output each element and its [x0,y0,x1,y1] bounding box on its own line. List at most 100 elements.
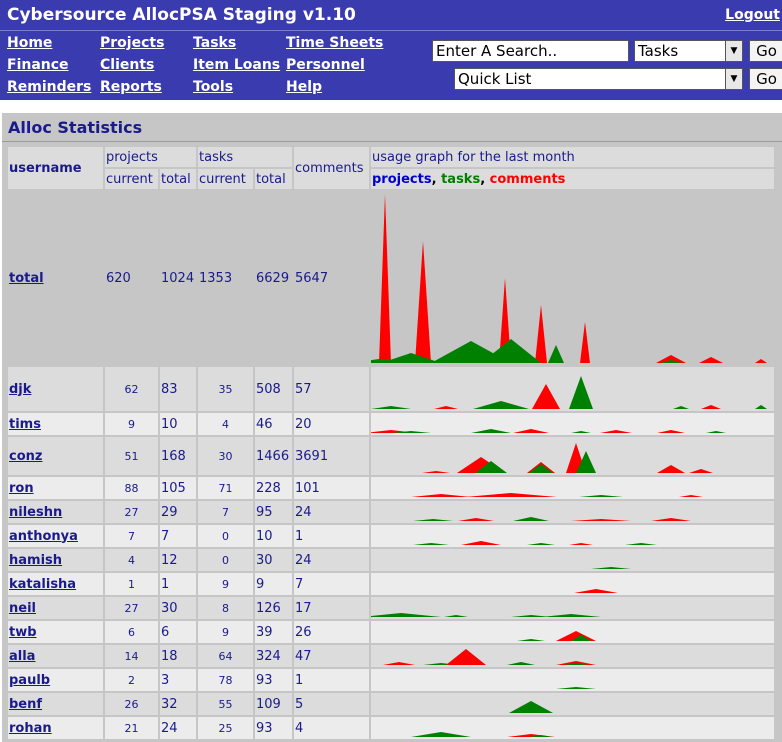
nav-tasks[interactable]: Tasks [193,35,237,51]
nav-finance[interactable]: Finance [7,57,69,73]
usage-graph-cell [371,191,774,365]
nav-personnel[interactable]: Personnel [286,57,365,73]
usage-graph-cell [371,717,774,739]
tasks-spike [548,345,564,363]
projects-total-cell: 3 [160,669,196,691]
usage-graph-cell [371,477,774,499]
username-link[interactable]: total [9,270,44,286]
quick-list-value: Quick List [458,70,532,88]
title-divider [0,30,782,31]
projects-total-cell: 1 [160,573,196,595]
user-cell[interactable]: total [8,191,103,365]
user-cell[interactable]: ron [8,477,103,499]
quick-list-go-button[interactable]: Go [749,68,782,90]
tasks-spike [411,732,471,737]
comments-cell: 57 [294,367,369,411]
usage-graph-cell [371,573,774,595]
tasks-spike [576,451,596,473]
user-cell[interactable]: rohan [8,717,103,739]
user-cell[interactable]: alla [8,645,103,667]
usage-graph-cell [371,367,774,411]
username-link[interactable]: tims [9,416,41,432]
tasks-total-cell: 39 [255,621,292,643]
username-link[interactable]: twb [9,624,37,640]
nav-projects[interactable]: Projects [100,35,165,51]
user-cell[interactable]: conz [8,437,103,475]
tasks-spike [481,339,541,363]
username-link[interactable]: djk [9,381,32,397]
table-row: katalisha 1 1 9 9 7 [8,573,774,595]
user-cell[interactable]: katalisha [8,573,103,595]
tasks-spike [673,406,689,409]
user-cell[interactable]: paulb [8,669,103,691]
nav-help[interactable]: Help [286,79,323,95]
comments-cell: 20 [294,413,369,435]
comments-spike [422,471,450,473]
user-cell[interactable]: benf [8,693,103,715]
user-cell[interactable]: neil [8,597,103,619]
tasks-current-cell: 0 [198,549,253,571]
nav-reports[interactable]: Reports [100,79,162,95]
username-link[interactable]: neil [9,600,36,616]
username-link[interactable]: paulb [9,672,51,688]
nav-item-loans[interactable]: Item Loans [193,57,281,73]
chevron-down-icon: ▼ [725,41,742,61]
user-cell[interactable]: djk [8,367,103,411]
table-row: nileshn 27 29 7 95 24 [8,501,774,523]
header-tasks-total: total [255,169,292,189]
table-row: tims 9 10 4 46 20 [8,413,774,435]
search-go-button[interactable]: Go [749,40,782,62]
username-link[interactable]: conz [9,448,43,464]
tasks-spike [527,543,555,545]
username-link[interactable]: rohan [9,720,52,736]
comments-cell: 47 [294,645,369,667]
projects-total-cell: 12 [160,549,196,571]
projects-total-cell: 1024 [160,191,196,365]
username-link[interactable]: alla [9,648,36,664]
header-projects-current: current [105,169,158,189]
projects-current-cell: 14 [105,645,158,667]
projects-current-cell: 620 [105,191,158,365]
logout-link[interactable]: Logout [725,7,780,23]
nav-home[interactable]: Home [7,35,53,51]
tasks-spike [509,701,553,713]
table-row: ron 88 105 71 228 101 [8,477,774,499]
quick-list-select[interactable]: Quick List ▼ [454,68,743,90]
username-link[interactable]: nileshn [9,504,63,520]
table-row: neil 27 30 8 126 17 [8,597,774,619]
comments-spike [446,649,486,665]
tasks-current-cell: 64 [198,645,253,667]
user-cell[interactable]: nileshn [8,501,103,523]
tasks-total-cell: 228 [255,477,292,499]
usage-graph [411,732,555,737]
tasks-total-cell: 9 [255,573,292,595]
comments-spike [651,518,691,521]
nav-clients[interactable]: Clients [100,57,155,73]
username-link[interactable]: ron [9,480,34,496]
search-scope-select[interactable]: Tasks ▼ [634,40,743,62]
nav-tools[interactable]: Tools [193,79,234,95]
projects-total-cell: 7 [160,525,196,547]
username-link[interactable]: hamish [9,552,63,568]
usage-graph-cell [371,437,774,475]
tasks-spike [475,461,507,473]
tasks-spike [413,519,453,521]
nav-time-sheets[interactable]: Time Sheets [286,35,384,51]
username-link[interactable]: katalisha [9,576,77,592]
usage-graph [413,517,691,521]
user-cell[interactable]: twb [8,621,103,643]
nav-reminders[interactable]: Reminders [7,79,92,95]
tasks-spike [571,431,591,433]
tasks-current-cell: 78 [198,669,253,691]
user-cell[interactable]: hamish [8,549,103,571]
chevron-down-icon: ▼ [725,69,742,89]
tasks-spike [529,735,553,737]
user-cell[interactable]: anthonya [8,525,103,547]
user-cell[interactable]: tims [8,413,103,435]
comments-spike [689,469,713,473]
username-link[interactable]: anthonya [9,528,78,544]
usage-graph-cell [371,413,774,435]
username-link[interactable]: benf [9,696,43,712]
search-input[interactable]: Enter A Search.. [432,40,629,62]
usage-graph [556,687,596,689]
